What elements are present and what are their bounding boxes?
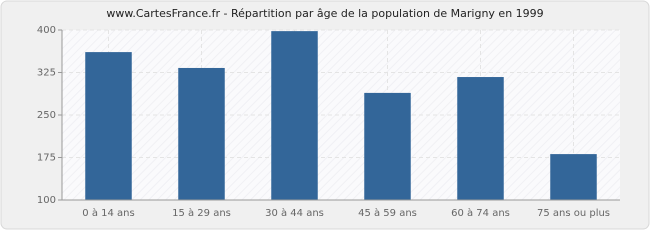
plot-area (62, 30, 620, 200)
x-tick-label: 0 à 14 ans (82, 207, 134, 219)
x-tick-label: 60 à 74 ans (451, 207, 510, 219)
x-tick-label: 30 à 44 ans (265, 207, 324, 219)
bar (457, 77, 504, 200)
bar (271, 31, 318, 201)
bar (178, 67, 225, 200)
chart-title: www.CartesFrance.fr - Répartition par âg… (106, 7, 543, 20)
bar (364, 92, 411, 200)
x-tick-label: 75 ans ou plus (537, 208, 610, 219)
y-tick-label: 175 (37, 153, 56, 164)
bar (85, 52, 132, 200)
page: {"chart_data": {"type": "bar", "title": … (0, 0, 650, 230)
y-tick-label: 400 (37, 25, 56, 36)
x-tick-label: 45 à 59 ans (358, 207, 417, 219)
y-tick-label: 325 (37, 68, 56, 79)
x-tick-label: 15 à 29 ans (172, 207, 231, 219)
bar (550, 154, 597, 200)
y-tick-label: 250 (37, 110, 56, 121)
chart: www.CartesFrance.fr - Répartition par âg… (0, 0, 650, 230)
y-tick-label: 100 (37, 195, 56, 206)
